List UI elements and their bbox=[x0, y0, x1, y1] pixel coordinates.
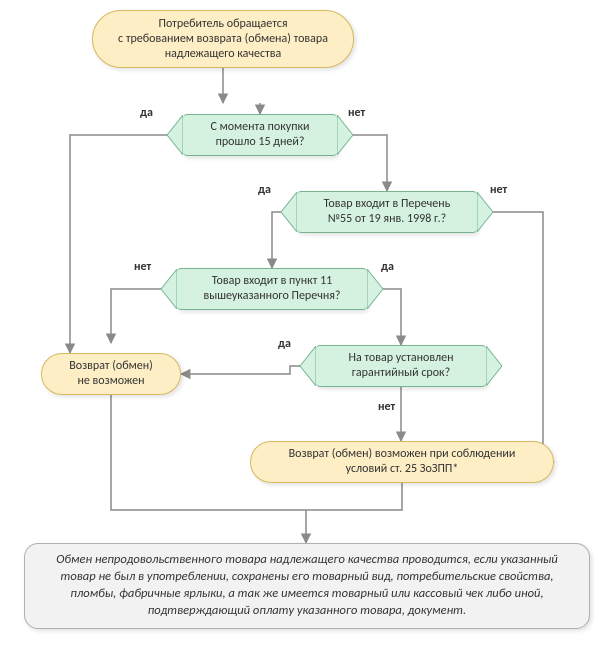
edge-label-d3-no: нет bbox=[134, 260, 151, 274]
decision-warranty: На товар установленгарантийный срок? bbox=[316, 345, 486, 387]
edge-label-d1-yes: да bbox=[140, 106, 153, 120]
edge-label-d2-yes: да bbox=[258, 183, 271, 197]
decision-perechen-55: Товар входит в Перечень№55 от 19 янв. 19… bbox=[297, 191, 477, 233]
edge-label-d1-no: нет bbox=[348, 106, 365, 120]
edge-label-d4-no: нет bbox=[378, 400, 395, 414]
d4-text: На товар установленгарантийный срок? bbox=[348, 351, 453, 381]
edge-label-d4-yes: да bbox=[278, 337, 291, 351]
start-node: Потребитель обращаетсяс требованием возв… bbox=[92, 10, 354, 68]
start-text: Потребитель обращаетсяс требованием возв… bbox=[118, 17, 328, 62]
decision-15-days: С момента покупкипрошло 15 дней? bbox=[183, 114, 337, 156]
edge-label-d2-no: нет bbox=[490, 183, 507, 197]
result-not-possible: Возврат (обмен)не возможен bbox=[41, 353, 181, 395]
decision-punkt-11: Товар входит в пункт 11вышеуказанного Пе… bbox=[177, 268, 367, 310]
d1-text: С момента покупкипрошло 15 дней? bbox=[210, 120, 309, 150]
tno-text: Возврат (обмен)не возможен bbox=[69, 359, 153, 389]
footnote-text: Обмен непродовольственного товара надлеж… bbox=[49, 552, 565, 620]
d2-text: Товар входит в Перечень№55 от 19 янв. 19… bbox=[324, 197, 451, 227]
footnote-box: Обмен непродовольственного товара надлеж… bbox=[24, 543, 590, 629]
edge-label-d3-yes: да bbox=[381, 260, 394, 274]
d3-text: Товар входит в пункт 11вышеуказанного Пе… bbox=[204, 274, 341, 304]
tyes-text: Возврат (обмен) возможен при соблюденииу… bbox=[289, 447, 516, 477]
result-possible: Возврат (обмен) возможен при соблюденииу… bbox=[250, 441, 554, 483]
flowchart-stage: Потребитель обращаетсяс требованием возв… bbox=[0, 0, 614, 649]
